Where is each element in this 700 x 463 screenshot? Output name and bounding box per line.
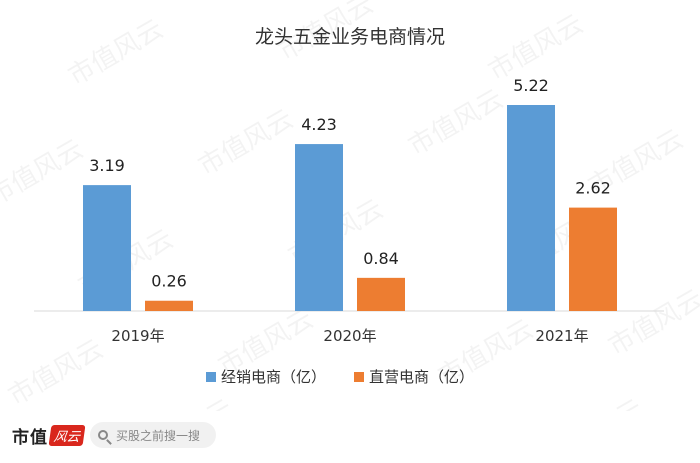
search-box[interactable]: 买股之前搜一搜 <box>90 422 216 448</box>
bar-direct-1 <box>357 277 405 311</box>
bars-group: 3.19 0.26 4.23 0.84 5.22 2.62 <box>83 76 617 311</box>
chart-title: 龙头五金业务电商情况 <box>255 26 445 48</box>
bar-value-label: 4.23 <box>301 115 337 134</box>
x-tick-label: 2019年 <box>111 327 164 345</box>
brand-badge: 风云 <box>48 424 86 446</box>
x-tick-label: 2021年 <box>535 327 588 345</box>
search-icon <box>98 430 108 440</box>
bar-distribution-0 <box>83 185 131 311</box>
brand-text: 市值 <box>12 427 48 448</box>
bar-distribution-1 <box>295 144 343 311</box>
bar-direct-0 <box>145 300 193 311</box>
brand-logo[interactable]: 市值 风云 <box>12 423 86 448</box>
bar-distribution-2 <box>507 105 555 311</box>
x-ticks-group: 2019年 2020年 2021年 <box>111 327 588 345</box>
legend-swatch <box>206 372 216 382</box>
footer-bar: 市值 风云 买股之前搜一搜 <box>0 411 700 463</box>
x-tick-label: 2020年 <box>323 327 376 345</box>
legend-swatch <box>354 372 364 382</box>
bar-value-label: 5.22 <box>513 76 549 95</box>
bar-value-label: 0.84 <box>363 249 399 268</box>
bar-value-label: 2.62 <box>575 179 611 198</box>
legend-label: 直营电商（亿） <box>369 368 474 386</box>
legend-label: 经销电商（亿） <box>221 368 326 386</box>
bar-value-label: 3.19 <box>89 156 125 175</box>
legend: 经销电商（亿） 直营电商（亿） <box>206 368 474 386</box>
bar-value-label: 0.26 <box>151 272 187 291</box>
search-placeholder: 买股之前搜一搜 <box>116 428 201 443</box>
bar-direct-2 <box>569 207 617 311</box>
